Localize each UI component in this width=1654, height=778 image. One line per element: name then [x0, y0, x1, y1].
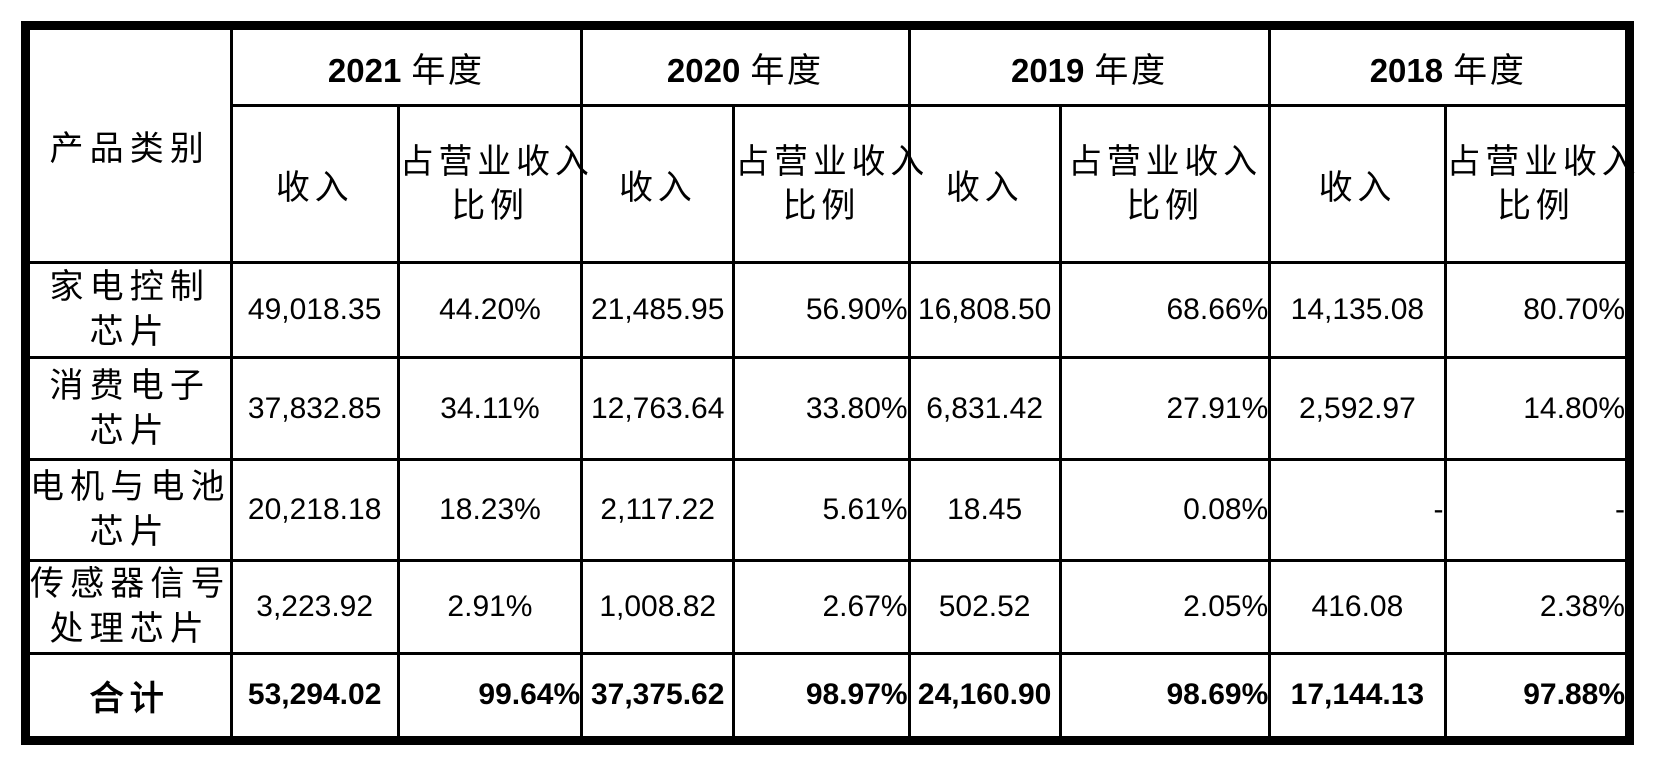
ratio-header-line-1: 占营业收入 [735, 142, 930, 181]
subheader-2019-revenue: 收入 [907, 104, 1062, 264]
product-category-header: 产品类别 [24, 24, 233, 264]
category-line-2: 处理芯片 [49, 609, 210, 648]
cell-2019-revenue: 18.45 [907, 458, 1062, 562]
row-motor-and-battery-chips: 电机与电池 芯片 20,218.18 18.23% 2,117.22 5.61%… [24, 458, 1632, 562]
cell-total-2021-revenue: 53,294.02 [229, 651, 400, 742]
ratio-header-line-1: 占营业收入 [1446, 142, 1641, 181]
cell-category: 电机与电池 芯片 [24, 458, 233, 562]
cell-total-label: 合计 [24, 651, 233, 742]
cell-total-2021-ratio: 99.64% [396, 651, 584, 742]
year-header-2021: 2021 年度 [229, 24, 584, 107]
year-2018-suffix: 年度 [1453, 51, 1527, 90]
cell-total-2020-ratio: 98.97% [732, 651, 911, 742]
year-2019-number: 2019 [1010, 51, 1085, 89]
cell-2020-revenue: 21,485.95 [580, 261, 736, 359]
cell-2019-ratio: 0.08% [1058, 458, 1272, 562]
cell-2020-revenue: 2,117.22 [580, 458, 736, 562]
cell-total-2019-revenue: 24,160.90 [907, 651, 1062, 742]
cell-2018-ratio: 80.70% [1443, 261, 1632, 359]
row-consumer-electronics-chips: 消费电子 芯片 37,832.85 34.11% 12,763.64 33.80… [24, 356, 1632, 461]
subheader-2020-revenue: 收入 [580, 104, 736, 264]
row-total: 合计 53,294.02 99.64% 37,375.62 98.97% 24,… [24, 651, 1632, 742]
year-2018-number: 2018 [1369, 51, 1444, 89]
cell-2020-revenue: 1,008.82 [580, 559, 736, 655]
year-2021-number: 2021 [327, 51, 402, 89]
subheader-2021-revenue: 收入 [229, 104, 400, 264]
ratio-header-line-2: 比例 [782, 187, 861, 225]
cell-2018-revenue: 14,135.08 [1268, 261, 1447, 359]
category-line-2: 芯片 [89, 513, 170, 551]
cell-2021-ratio: 2.91% [396, 559, 584, 655]
revenue-by-product-table: 产品类别 2021 年度 2020 年度 2019 年度 2018 年度 收入 占营业收… [21, 21, 1641, 745]
row-home-appliance-control-chips: 家电控制 芯片 49,018.35 44.20% 21,485.95 56.90… [24, 261, 1632, 359]
cell-2021-revenue: 37,832.85 [229, 356, 400, 461]
year-header-row: 产品类别 2021 年度 2020 年度 2019 年度 2018 年度 [24, 24, 1631, 264]
cell-2019-ratio: 27.91% [1058, 356, 1272, 461]
cell-2018-ratio: 2.38% [1443, 559, 1632, 655]
subheader-2019-ratio: 占营业收入 比例 [1058, 104, 1272, 264]
category-line-1: 家电控制 [49, 268, 210, 307]
cell-2021-revenue: 49,018.35 [229, 261, 400, 359]
cell-total-2018-ratio: 97.88% [1443, 651, 1632, 742]
cell-2018-revenue: - [1268, 458, 1447, 562]
cell-2021-revenue: 3,223.92 [229, 559, 400, 655]
cell-2020-ratio: 5.61% [732, 458, 911, 562]
cell-2019-revenue: 16,808.50 [907, 261, 1062, 359]
cell-2021-revenue: 20,218.18 [229, 458, 400, 562]
cell-2020-ratio: 33.80% [732, 356, 911, 461]
cell-2018-ratio: 14.80% [1443, 356, 1632, 461]
category-line-1: 电机与电池 [30, 468, 231, 507]
year-header-2020: 2020 年度 [580, 24, 911, 107]
cell-category: 消费电子 芯片 [24, 356, 233, 461]
cell-2020-ratio: 2.67% [732, 559, 911, 655]
cell-2018-revenue: 2,592.97 [1268, 356, 1447, 461]
cell-2019-revenue: 502.52 [907, 559, 1062, 655]
year-2020-number: 2020 [666, 51, 741, 89]
cell-2021-ratio: 34.11% [396, 356, 584, 461]
cell-total-2020-revenue: 37,375.62 [580, 651, 736, 742]
category-line-2: 芯片 [89, 411, 170, 450]
cell-total-2018-revenue: 17,144.13 [1268, 651, 1447, 742]
year-header-2019: 2019 年度 [907, 24, 1272, 107]
cell-2020-revenue: 12,763.64 [580, 356, 736, 461]
cell-category: 家电控制 芯片 [24, 261, 233, 359]
ratio-header-line-2: 比例 [1497, 187, 1575, 225]
category-line-2: 芯片 [89, 313, 170, 351]
ratio-header-line-2: 比例 [1126, 187, 1204, 225]
year-2020-suffix: 年度 [750, 51, 824, 90]
cell-2021-ratio: 18.23% [396, 458, 584, 562]
cell-2020-ratio: 56.90% [732, 261, 911, 359]
subheader-2018-revenue: 收入 [1268, 104, 1447, 264]
cell-2018-revenue: 416.08 [1268, 559, 1447, 655]
category-line-1: 消费电子 [49, 366, 210, 405]
cell-2018-ratio: - [1443, 458, 1632, 562]
year-header-2018: 2018 年度 [1268, 24, 1631, 107]
subheader-2018-ratio: 占营业收入 比例 [1443, 104, 1641, 264]
cell-2019-revenue: 6,831.42 [907, 356, 1062, 461]
cell-2019-ratio: 2.05% [1058, 559, 1272, 655]
ratio-header-line-2: 比例 [451, 187, 529, 225]
cell-category: 传感器信号 处理芯片 [24, 559, 233, 655]
year-2021-suffix: 年度 [411, 51, 485, 90]
cell-total-2019-ratio: 98.69% [1058, 651, 1272, 742]
year-2019-suffix: 年度 [1094, 51, 1168, 90]
cell-2019-ratio: 68.66% [1058, 261, 1272, 359]
ratio-header-line-1: 占营业收入 [1068, 142, 1262, 181]
subheader-2020-ratio: 占营业收入 比例 [732, 104, 930, 264]
row-sensor-signal-processing-chips: 传感器信号 处理芯片 3,223.92 2.91% 1,008.82 2.67%… [24, 559, 1632, 655]
ratio-header-line-1: 占营业收入 [399, 142, 594, 181]
cell-2021-ratio: 44.20% [396, 261, 584, 359]
category-line-1: 传感器信号 [30, 565, 231, 603]
subheader-2021-ratio: 占营业收入 比例 [396, 104, 594, 264]
sub-header-row: 收入 占营业收入 比例 收入 占营业收入 比例 收入 占营业收入 比例 收入 占… [26, 104, 1641, 264]
